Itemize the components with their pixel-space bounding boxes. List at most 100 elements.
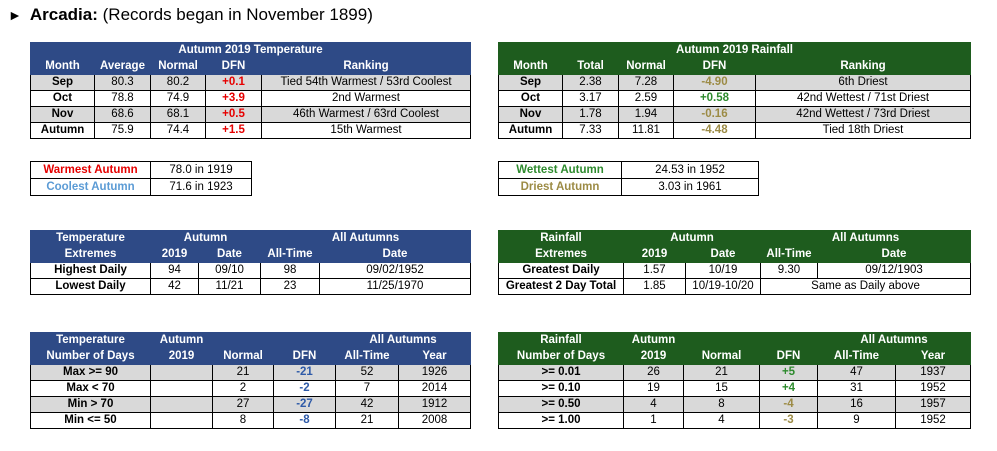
value-2019: 1 (623, 412, 684, 429)
all-autumns-group-header: All Autumns (759, 230, 972, 247)
temperature-summary-table: Autumn 2019 Temperature Month Average No… (30, 42, 471, 139)
total-cell: 1.78 (562, 106, 619, 123)
warmest-autumn-value: 78.0 in 1919 (150, 161, 252, 179)
rainfall-days-table: Rainfall Autumn Normal DFN All Autumns N… (498, 332, 972, 429)
year-cell: 1952 (894, 412, 972, 429)
col-ranking: Ranking (261, 58, 471, 75)
col-normal: Normal (212, 332, 274, 365)
all-time-date: 09/02/1952 (318, 262, 472, 279)
month-cell: Oct (30, 90, 95, 107)
dfn-cell: +5 (759, 364, 818, 381)
month-cell: Sep (498, 74, 563, 91)
table-row: Oct 78.8 74.9 +3.9 2nd Warmest (30, 90, 471, 107)
dfn-cell: -8 (273, 412, 336, 429)
normal-cell: 68.1 (150, 106, 206, 123)
table-row: Highest Daily 94 09/10 98 09/02/1952 (30, 262, 472, 279)
normal-cell: 7.28 (618, 74, 674, 91)
table-title: Autumn 2019 Temperature (30, 42, 471, 59)
normal-cell: 74.4 (150, 122, 206, 139)
ranking-cell: 42nd Wettest / 73rd Driest (755, 106, 971, 123)
station-name: Arcadia: (29, 5, 98, 24)
value-2019: 26 (623, 364, 684, 381)
dfn-cell: +0.58 (673, 90, 756, 107)
row-label: Min <= 50 (30, 412, 151, 429)
dfn-cell: -21 (273, 364, 336, 381)
table-row: Nov 1.78 1.94 -0.16 42nd Wettest / 73rd … (498, 106, 971, 123)
table-row: Nov 68.6 68.1 +0.5 46th Warmest / 63rd C… (30, 106, 471, 123)
all-time-date: 09/12/1903 (816, 262, 972, 279)
temperature-extremes-table: Temperature Autumn All Autumns Extremes … (30, 230, 472, 295)
all-time-value: 21 (335, 412, 399, 429)
col-month: Month (30, 58, 95, 75)
normal-cell: 8 (212, 412, 274, 429)
all-time-value: 16 (817, 396, 896, 413)
page-header: ► Arcadia: (Records began in November 189… (8, 5, 373, 25)
date-2019: 09/10 (198, 262, 261, 279)
rainfall-records-table: Wettest Autumn 24.53 in 1952 Driest Autu… (498, 161, 759, 196)
month-cell: Oct (498, 90, 563, 107)
dfn-cell: -2 (273, 380, 336, 397)
year-cell: 2014 (397, 380, 472, 397)
col-all-time-date: Date (318, 246, 472, 263)
extremes-title-line1: Rainfall (498, 230, 624, 247)
date-2019: 10/19 (685, 262, 761, 279)
month-cell: Sep (30, 74, 95, 91)
all-time-value: 31 (817, 380, 896, 397)
rainfall-summary-table: Autumn 2019 Rainfall Month Total Normal … (498, 42, 971, 139)
dfn-cell: +1.5 (205, 122, 262, 139)
row-label: >= 0.50 (498, 396, 624, 413)
year-cell: 1937 (894, 364, 972, 381)
wettest-autumn-value: 24.53 in 1952 (621, 161, 759, 179)
row-label: Lowest Daily (30, 278, 151, 295)
row-label: Highest Daily (30, 262, 151, 279)
ranking-cell: 46th Warmest / 63rd Coolest (261, 106, 471, 123)
extremes-title-line2: Extremes (498, 246, 624, 263)
autumn-header-line1: Autumn (150, 332, 213, 349)
col-total: Total (562, 58, 619, 75)
average-cell: 78.8 (94, 90, 151, 107)
records-note: (Records began in November 1899) (102, 5, 373, 24)
dfn-cell: +3.9 (205, 90, 262, 107)
temperature-records-table: Warmest Autumn 78.0 in 1919 Coolest Autu… (30, 161, 252, 196)
year-cell: 2008 (397, 412, 472, 429)
rainfall-extremes-table: Rainfall Autumn All Autumns Extremes 201… (498, 230, 972, 295)
dfn-cell: -4.90 (673, 74, 756, 91)
dfn-cell: +0.5 (205, 106, 262, 123)
row-label: >= 1.00 (498, 412, 624, 429)
coolest-autumn-label: Coolest Autumn (30, 178, 151, 196)
col-dfn: DFN (759, 332, 818, 365)
warmest-autumn-label: Warmest Autumn (30, 161, 151, 179)
col-year: Year (894, 348, 972, 365)
table-row: Coolest Autumn 71.6 in 1923 (30, 178, 252, 196)
row-label: >= 0.10 (498, 380, 624, 397)
days-title-line2: Number of Days (30, 348, 151, 365)
all-time-value: 9.30 (760, 262, 818, 279)
value-2019 (150, 412, 213, 429)
autumn-group-header: Autumn (150, 230, 261, 247)
value-2019: 19 (623, 380, 684, 397)
table-row: Greatest 2 Day Total 1.85 10/19-10/20 Sa… (498, 278, 972, 295)
ranking-cell: 6th Driest (755, 74, 971, 91)
col-2019: 2019 (623, 246, 686, 263)
normal-cell: 1.94 (618, 106, 674, 123)
normal-cell: 21 (212, 364, 274, 381)
ranking-cell: 2nd Warmest (261, 90, 471, 107)
dfn-cell: -3 (759, 412, 818, 429)
table-row: >= 0.50 4 8 -4 16 1957 (498, 396, 972, 413)
year-cell: 1952 (894, 380, 972, 397)
table-row: Min <= 50 8 -8 21 2008 (30, 412, 472, 429)
col-dfn: DFN (273, 332, 336, 365)
total-cell: 3.17 (562, 90, 619, 107)
row-label: Max < 70 (30, 380, 151, 397)
col-all-time: All-Time (260, 246, 320, 263)
table-row: Sep 80.3 80.2 +0.1 Tied 54th Warmest / 5… (30, 74, 471, 91)
ranking-cell: Tied 18th Driest (755, 122, 971, 139)
wettest-autumn-label: Wettest Autumn (498, 161, 622, 179)
year-cell: 1912 (397, 396, 472, 413)
dfn-cell: -27 (273, 396, 336, 413)
autumn-group-header: Autumn (623, 230, 761, 247)
table-row: >= 0.01 26 21 +5 47 1937 (498, 364, 972, 381)
col-dfn: DFN (673, 58, 756, 75)
temperature-days-table: Temperature Autumn Normal DFN All Autumn… (30, 332, 472, 429)
col-average: Average (94, 58, 151, 75)
